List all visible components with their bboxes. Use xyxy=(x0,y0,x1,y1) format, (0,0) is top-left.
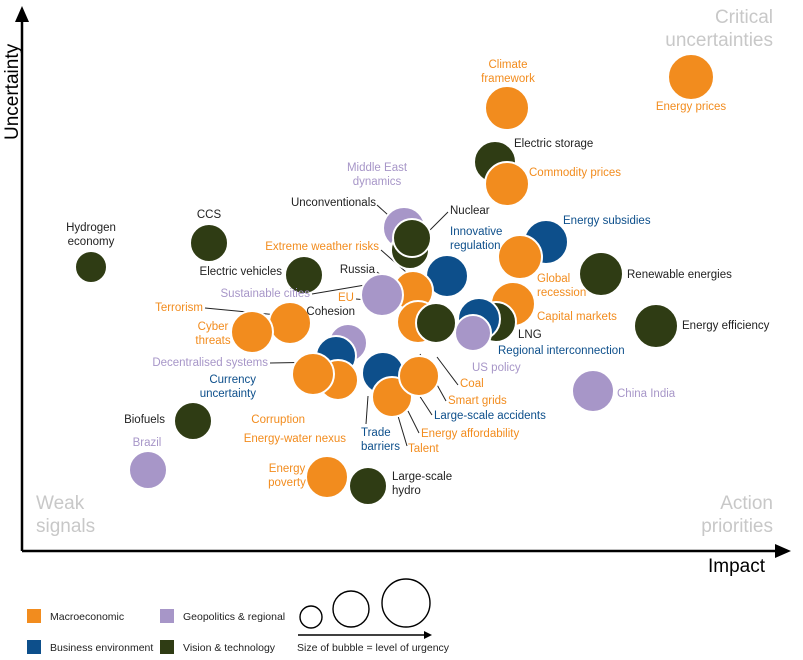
label-energy-poverty: Energy poverty xyxy=(268,463,306,489)
x-axis-label: Impact xyxy=(708,556,766,577)
quadrant-action-line1: Action xyxy=(720,493,773,514)
label-large-scale-accidents: Large-scale accidents xyxy=(434,410,546,422)
legend-swatch-vision xyxy=(160,640,174,654)
leader-line xyxy=(365,395,369,425)
legend-label-geo: Geopolitics & regional xyxy=(183,611,285,623)
bubble-energy-prices xyxy=(667,53,715,101)
label-biofuels: Biofuels xyxy=(124,414,165,426)
leader-line xyxy=(418,394,433,416)
label-smart-grids: Smart grids xyxy=(448,395,507,407)
label-regional-interconnection: Regional interconnection xyxy=(498,345,625,357)
bubble-hydrogen-economy xyxy=(74,250,108,284)
label-cyber-threats: Cyber threats xyxy=(195,321,230,347)
label-innovative-regulation: Innovative regulation xyxy=(450,226,502,252)
bubble-sustainable-cities xyxy=(360,273,404,317)
label-coal: Coal xyxy=(460,378,484,390)
bubble-energy-poverty xyxy=(305,455,349,499)
x-axis-arrow xyxy=(775,544,791,558)
bubble-energy-water-nexus xyxy=(291,352,335,396)
label-cohesion: Cohesion xyxy=(306,306,355,318)
y-axis-arrow xyxy=(15,6,29,22)
bubble-talent xyxy=(398,355,440,397)
label-eu: EU xyxy=(338,292,354,304)
bubble-energy-efficiency xyxy=(633,303,679,349)
label-sustainable-cities: Sustainable cities xyxy=(221,288,311,300)
label-electric-vehicles: Electric vehicles xyxy=(200,266,283,278)
label-energy-water-nexus: Energy-water nexus xyxy=(244,433,347,445)
label-lng: LNG xyxy=(518,329,542,341)
bubble-cyber-threats xyxy=(230,310,274,354)
label-talent: Talent xyxy=(408,443,439,455)
legend-label-vision: Vision & technology xyxy=(183,642,276,654)
bubble-ccs xyxy=(189,223,229,263)
label-capital-markets: Capital markets xyxy=(537,311,617,323)
legend: Macroeconomic Geopolitics & regional Bus… xyxy=(27,578,450,654)
y-axis-label: Uncertainty xyxy=(2,43,23,140)
leader-line xyxy=(204,307,279,316)
bubble-renewable-energies xyxy=(578,251,624,297)
bubbles xyxy=(74,53,715,506)
quadrant-weak-line1: Weak xyxy=(36,493,85,514)
label-extreme-weather-risks: Extreme weather risks xyxy=(265,241,379,253)
label-russia: Russia xyxy=(340,264,376,276)
quadrant-weak-line2: signals xyxy=(36,516,95,537)
label-middle-east-dynamics: Middle East dynamics xyxy=(347,162,408,188)
bubble-labels: Energy prices Climate framework Electric st… xyxy=(66,59,770,497)
label-energy-affordability: Energy affordability xyxy=(421,428,519,440)
bubble-nuclear xyxy=(392,218,432,258)
label-global-recession: Global recession xyxy=(537,273,586,299)
leader-line xyxy=(311,283,372,295)
size-legend-arrowhead xyxy=(424,631,432,639)
label-climate-framework: Climate framework xyxy=(481,59,535,85)
size-legend-small xyxy=(299,605,323,629)
bubble-large-scale-hydro xyxy=(348,466,388,506)
bubble-global-recession xyxy=(497,234,543,280)
size-legend-large xyxy=(381,578,431,628)
label-hydrogen-economy: Hydrogen economy xyxy=(66,222,116,248)
legend-swatch-business xyxy=(27,640,41,654)
bubble-climate-framework xyxy=(484,85,530,131)
bubble-commodity-prices xyxy=(484,161,530,207)
label-decentralised-systems: Decentralised systems xyxy=(152,357,268,369)
bubble-china-india xyxy=(571,369,615,413)
label-energy-prices: Energy prices xyxy=(656,101,727,113)
legend-swatch-macro xyxy=(27,609,41,623)
legend-label-macro: Macroeconomic xyxy=(50,611,124,623)
label-china-india: China India xyxy=(617,388,676,400)
quadrant-critical-line2: uncertainties xyxy=(665,30,773,51)
quadrant-critical-line1: Critical xyxy=(715,7,773,28)
legend-swatch-geo xyxy=(160,609,174,623)
bubble-biofuels xyxy=(173,401,213,441)
label-unconventionals: Unconventionals xyxy=(291,197,376,209)
label-us-policy: US policy xyxy=(472,362,521,374)
bubble-cohesion xyxy=(415,302,457,344)
bubble-electric-vehicles xyxy=(284,255,324,295)
quadrant-action-line2: priorities xyxy=(701,516,773,537)
bubble-terrorism xyxy=(268,301,312,345)
leader-line xyxy=(407,410,420,434)
leader-line xyxy=(436,356,459,386)
leader-line xyxy=(397,415,408,447)
legend-label-business: Business environment xyxy=(50,642,153,654)
label-commodity-prices: Commodity prices xyxy=(529,167,621,179)
label-electric-storage: Electric storage xyxy=(514,138,593,150)
label-energy-subsidies: Energy subsidies xyxy=(563,215,651,227)
bubble-us-policy xyxy=(454,314,492,352)
label-nuclear: Nuclear xyxy=(450,205,490,217)
label-large-scale-hydro: Large-scale hydro xyxy=(392,471,452,497)
label-renewable-energies: Renewable energies xyxy=(627,269,732,281)
label-terrorism: Terrorism xyxy=(155,302,203,314)
label-currency-uncertainty: Currency uncertainty xyxy=(200,374,257,400)
label-corruption: Corruption xyxy=(251,414,305,426)
label-ccs: CCS xyxy=(197,209,222,221)
label-brazil: Brazil xyxy=(133,437,162,449)
label-trade-barriers: Trade barriers xyxy=(361,427,400,453)
size-legend-medium xyxy=(332,590,370,628)
bubble-brazil xyxy=(128,450,168,490)
label-energy-efficiency: Energy efficiency xyxy=(682,320,770,332)
size-legend-caption: Size of bubble = level of urgency xyxy=(297,642,450,654)
